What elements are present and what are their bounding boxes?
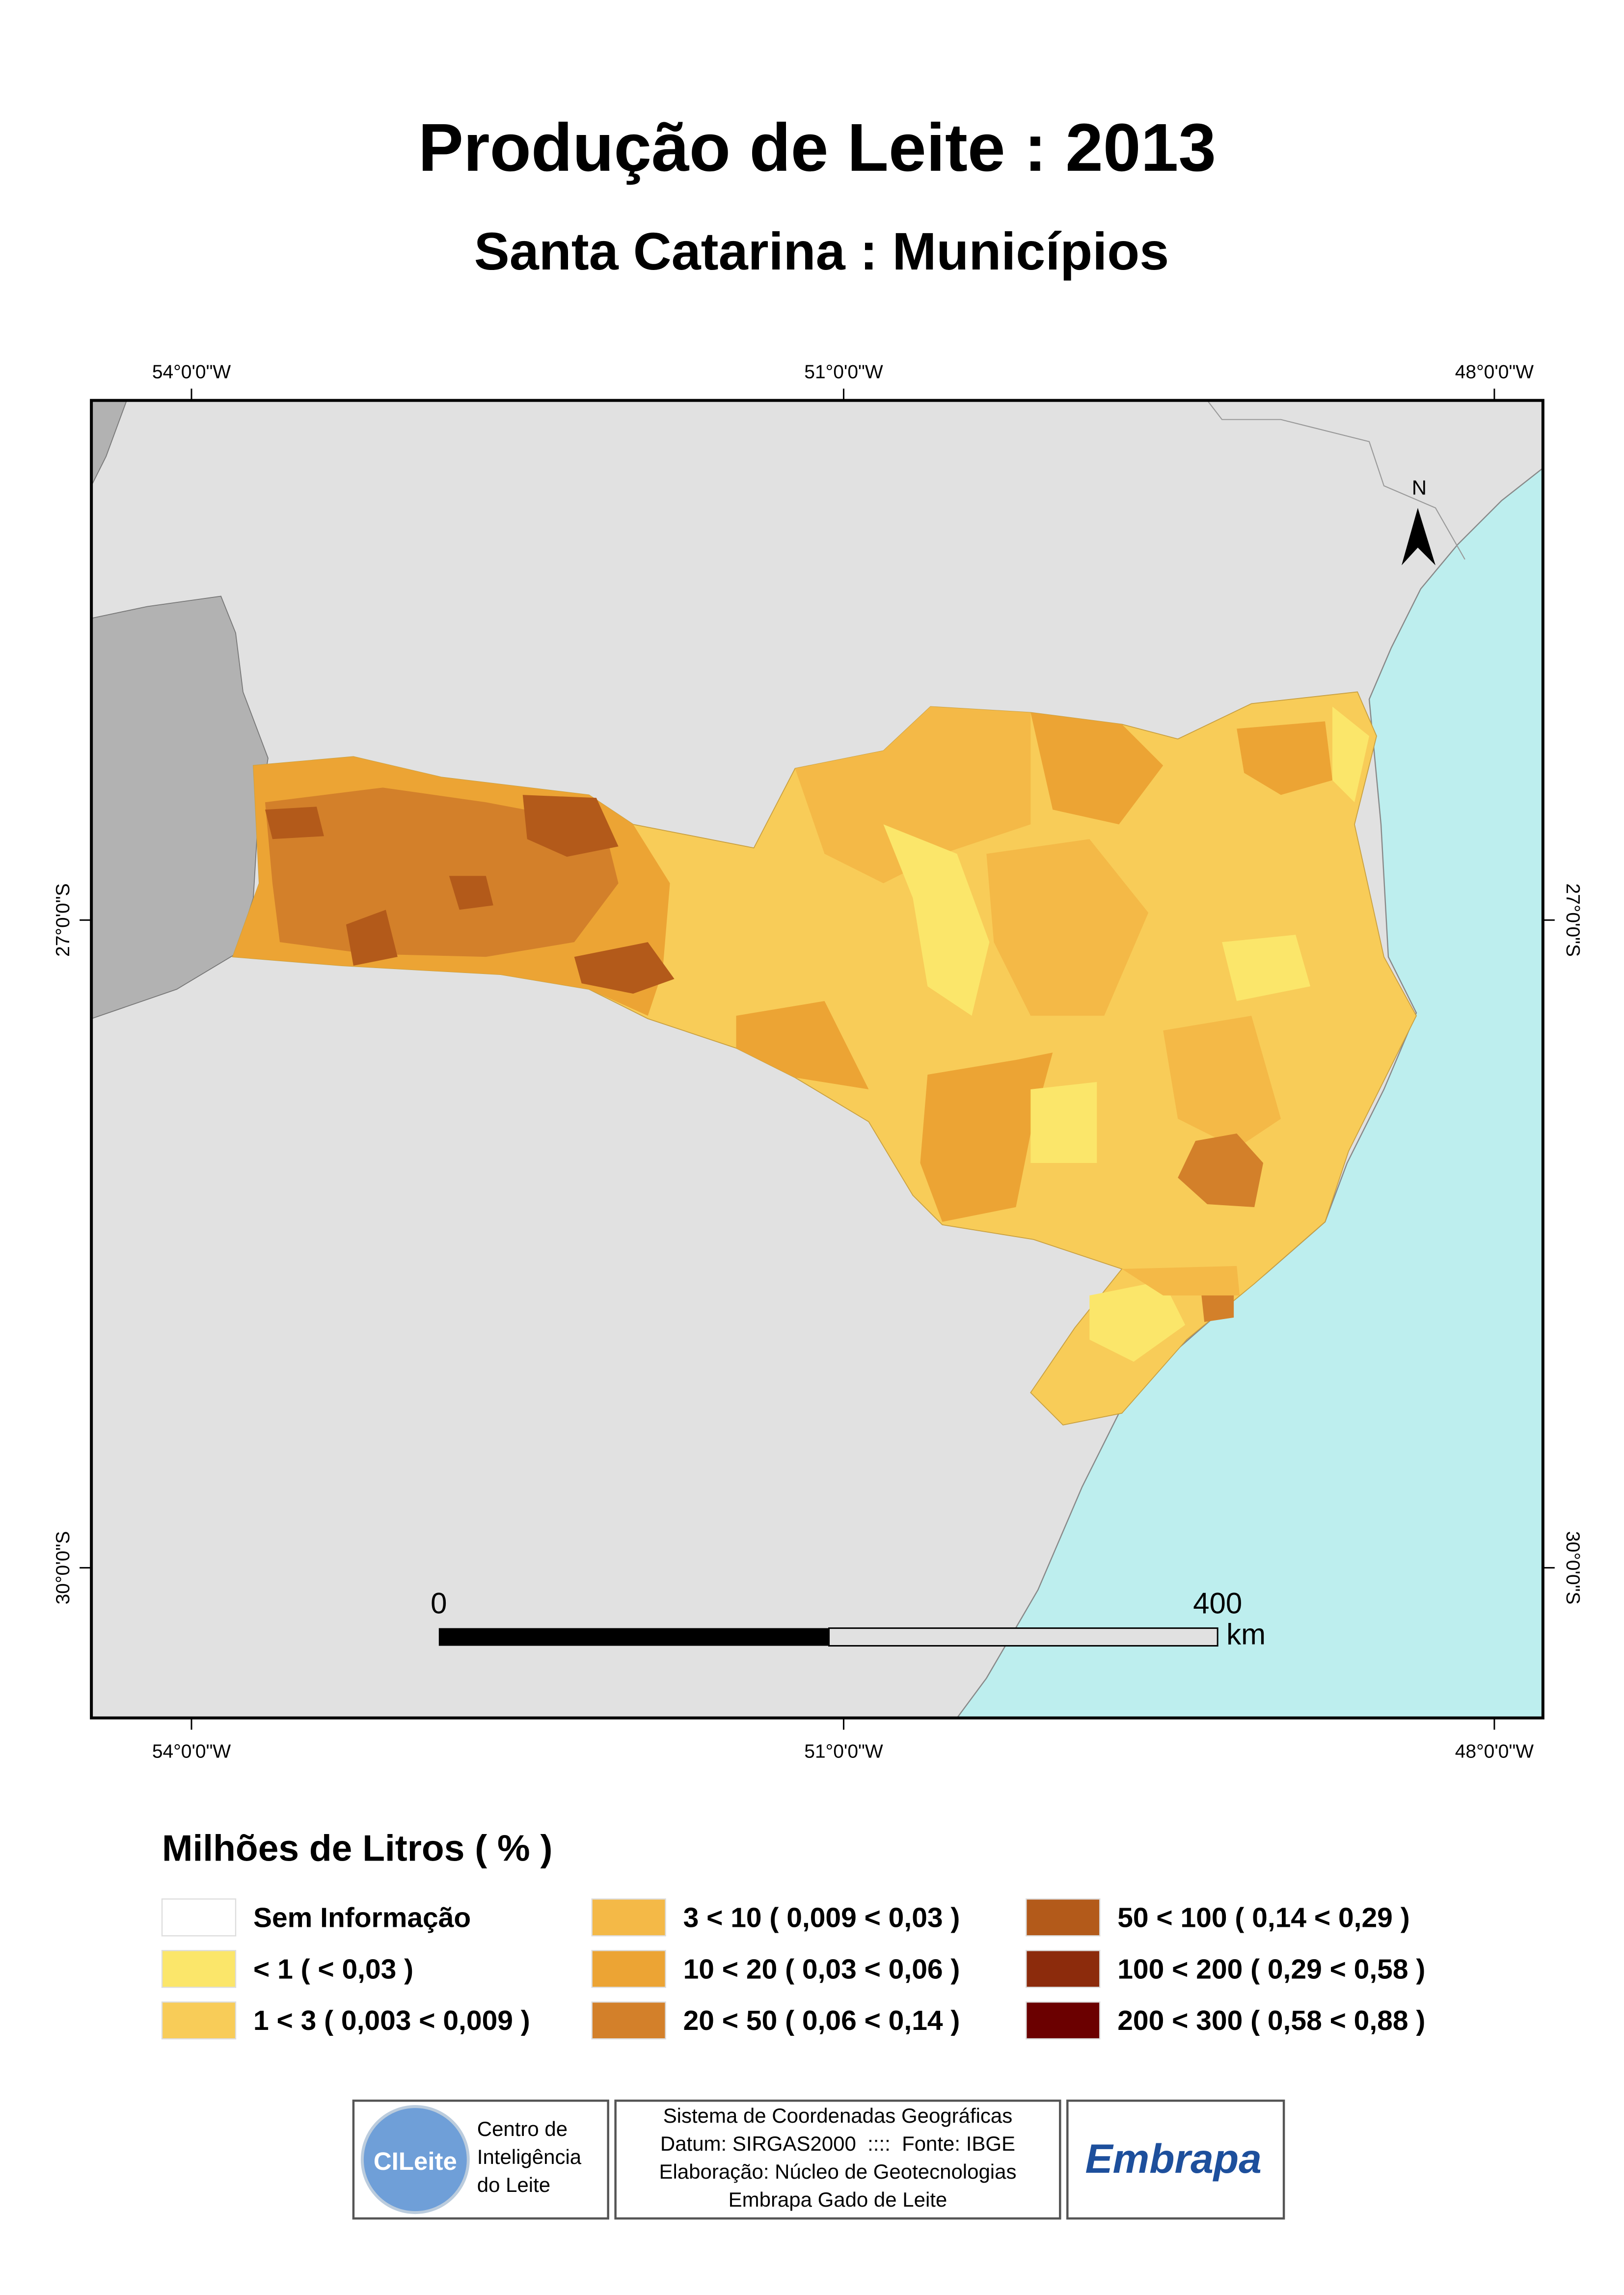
info-text: Embrapa Gado de Leite [729,2188,947,2211]
scale-bar-segment [438,1628,829,1646]
legend-swatch [161,1898,237,1937]
logo-circle [360,2105,470,2214]
logo-text: do Leite [477,2173,550,2196]
region [1222,935,1311,1001]
logo-text: Inteligência [477,2145,582,2168]
logo-box [1066,2099,1285,2220]
title: Produção de Leite : 2013 [418,110,1216,186]
legend-swatch [1026,1898,1101,1937]
legend-swatch [591,2001,666,2040]
north-label: N [1412,476,1427,499]
legend-label: 100 < 200 ( 0,29 < 0,58 ) [1117,1953,1425,1985]
subtitle: Santa Catarina : Municípios [474,221,1169,281]
longitude-label: 54°0'0"W [152,362,231,383]
map-frame [90,399,1544,1720]
longitude-label: 51°0'0"W [804,362,883,383]
region [1030,712,1164,825]
graticule-labels: 54°0'0"W 54°0'0"W 51°0'0"W 51°0'0"W 48°0'0"W… [53,362,1583,1762]
region [449,876,493,910]
legend-label: 200 < 300 ( 0,58 < 0,88 ) [1117,2005,1425,2036]
legend-swatch [1026,1950,1101,1988]
legend-swatch [591,1950,666,1988]
north-arrow [1401,508,1435,566]
info-text: Datum: SIRGAS2000 :::: Fonte: IBGE [660,2132,1015,2155]
logo-text: Centro de [477,2117,568,2140]
footer: CILeite Centro de Inteligência do Leite … [352,2099,1285,2220]
region [1332,706,1370,803]
legend-label: < 1 ( < 0,03 ) [253,1953,413,1985]
info-box [614,2099,1061,2220]
region [1030,1082,1097,1163]
legend-label: 1 < 3 ( 0,003 < 0,009 ) [253,2005,530,2036]
latitude-label: 27°0'0"S [53,883,74,957]
legend-swatch [161,1950,237,1988]
longitude-label: 51°0'0"W [804,1741,883,1762]
logo-mark: CILeite [374,2147,457,2175]
region [736,1001,869,1090]
scale-label: 400 [1193,1587,1242,1620]
legend-label: 3 < 10 ( 0,009 < 0,03 ) [683,1902,960,1933]
scale-bar-segment [828,1627,1218,1647]
scale-label: 0 [431,1587,447,1620]
region [986,839,1149,1016]
legend-swatch [1026,2001,1101,2040]
legend-title: Milhões de Litros ( % ) [162,1827,552,1868]
legend-label: 20 < 50 ( 0,06 < 0,14 ) [683,2005,960,2036]
region [346,910,398,966]
longitude-label: 48°0'0"W [1455,362,1534,383]
map: N 0 400 km [90,399,1544,1720]
embrapa-logo: Embrapa [1085,2135,1262,2182]
state-border [1207,400,1465,560]
region [1122,1266,1240,1296]
region [1237,721,1333,795]
region [1163,1016,1281,1148]
region [522,795,619,857]
latitude-label: 30°0'0"S [1562,1531,1583,1605]
region [1089,1280,1186,1362]
legend-label: 10 < 20 ( 0,03 < 0,06 ) [683,1953,960,1985]
scale-unit: km [1226,1618,1266,1651]
region [795,706,1031,884]
region [883,824,990,1016]
latitude-label: 30°0'0"S [53,1531,74,1605]
longitude-label: 48°0'0"W [1455,1741,1534,1762]
region [1178,1134,1264,1207]
legend-swatch [591,1898,666,1937]
region [574,942,675,994]
region [265,807,324,839]
legend-swatch [161,2001,237,2040]
legend: Sem Informação < 1 ( < 0,03 ) 1 < 3 ( 0,00… [161,1898,1425,2040]
longitude-label: 54°0'0"W [152,1741,231,1762]
region [920,1053,1053,1222]
info-text: Sistema de Coordenadas Geográficas [663,2104,1013,2127]
legend-label: 50 < 100 ( 0,14 < 0,29 ) [1117,1902,1409,1933]
legend-label: Sem Informação [253,1902,471,1933]
latitude-label: 27°0'0"S [1562,883,1583,957]
info-text: Elaboração: Núcleo de Geotecnologias [659,2160,1017,2183]
